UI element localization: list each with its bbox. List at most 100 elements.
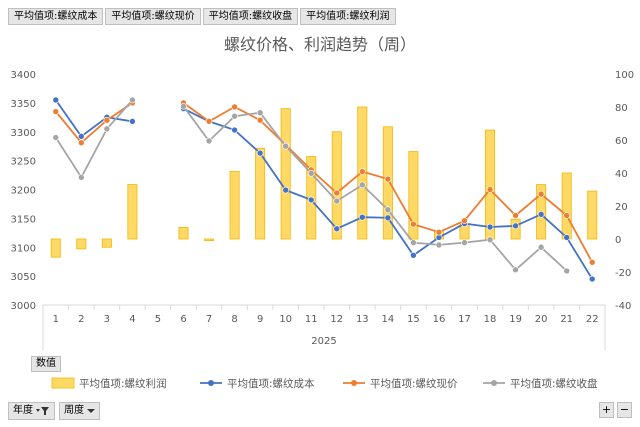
price-marker [563, 212, 570, 219]
y-right-tick-label: -40 [615, 301, 631, 312]
x-tick-label: 7 [206, 314, 212, 325]
x-tick-label: 1 [53, 314, 59, 325]
legend-marker-swatch [491, 380, 497, 386]
close-marker [333, 197, 341, 205]
x-tick-label: 8 [231, 314, 237, 325]
profit-bar [101, 238, 112, 248]
field-tab-close[interactable]: 平均值项:螺纹收盘 [202, 8, 299, 25]
x-tick-label: 19 [509, 314, 522, 325]
price-marker [333, 189, 341, 197]
cost-marker [512, 222, 519, 230]
week-field-button[interactable]: 周度 [59, 402, 100, 420]
y-left-tick-label: 3050 [11, 272, 36, 283]
x-tick-label: 11 [305, 314, 318, 325]
y-right-tick-label: 20 [615, 202, 628, 213]
cost-marker [231, 126, 238, 134]
chart-title: 螺纹价格、利润趋势（周） [224, 35, 416, 54]
price-marker [537, 190, 545, 198]
collapse-button[interactable]: − [617, 402, 632, 418]
x-tick-label: 12 [330, 314, 343, 325]
cost-marker [588, 275, 596, 283]
x-tick-label: 22 [586, 314, 599, 325]
x-tick-label: 17 [458, 314, 471, 325]
price-marker [435, 228, 443, 236]
price-marker [205, 118, 213, 125]
dropdown-icon[interactable] [87, 408, 95, 414]
price-marker [256, 116, 264, 124]
x-tick-label: 10 [279, 314, 292, 325]
x-tick-label: 13 [356, 314, 369, 325]
x-tick-label: 20 [535, 314, 548, 325]
y-right-tick-label: -20 [615, 268, 631, 279]
price-marker [103, 116, 111, 124]
y-right-tick-label: 80 [615, 103, 628, 114]
x-tick-label: 6 [180, 314, 186, 325]
close-marker [359, 181, 366, 189]
y-left-tick-label: 3250 [11, 157, 36, 168]
profit-bar [178, 227, 189, 240]
legend-profit-swatch [51, 377, 75, 389]
cost-marker [563, 234, 570, 241]
profit-bar [587, 190, 598, 240]
close-marker [563, 267, 570, 275]
y-right-tick-label: 60 [615, 136, 628, 147]
y-left-tick-label: 3200 [11, 186, 36, 197]
price-marker [231, 103, 238, 111]
close-marker [52, 134, 60, 141]
field-tab-cost[interactable]: 平均值项:螺纹成本 [8, 8, 104, 25]
cost-marker [129, 118, 136, 125]
price-marker [78, 139, 85, 147]
close-marker [129, 96, 136, 104]
profit-bar [485, 129, 496, 240]
values-field-button[interactable]: 数值 [31, 356, 61, 372]
cost-marker [537, 211, 545, 218]
year-field-button[interactable]: 年度 [8, 402, 55, 420]
y-right-tick-label: 100 [615, 70, 634, 81]
cost-marker [410, 252, 417, 259]
y-right-tick-label: 40 [615, 169, 628, 180]
close-marker [307, 170, 315, 177]
close-marker [78, 174, 85, 181]
profit-bar [382, 126, 393, 240]
close-marker [282, 142, 289, 150]
profit-bar [280, 108, 291, 240]
cost-marker [282, 186, 289, 194]
x-tick-label: 4 [129, 314, 135, 325]
legend-label: 平均值项:螺纹成本 [227, 377, 315, 390]
week-field-label: 周度 [64, 405, 84, 416]
close-marker [435, 241, 443, 249]
cost-marker [256, 149, 264, 157]
y-right-tick-label: 0 [615, 235, 621, 246]
close-marker [512, 266, 519, 274]
price-marker [410, 220, 417, 228]
legend-marker-swatch [351, 380, 357, 386]
y-left-tick-label: 3300 [11, 128, 36, 139]
x-tick-label: 2 [78, 314, 84, 325]
x-tick-label: 21 [560, 314, 573, 325]
y-left-tick-label: 3000 [11, 301, 36, 312]
filter-icon[interactable] [36, 406, 50, 416]
profit-bar [561, 172, 572, 240]
close-marker [537, 243, 545, 251]
price-marker [359, 168, 366, 175]
x-tick-label: 5 [155, 314, 161, 325]
cost-marker [384, 214, 392, 222]
close-marker [231, 112, 238, 120]
expand-button[interactable]: + [599, 402, 614, 418]
axis-field-controls: 年度 周度 [8, 402, 100, 420]
price-marker [384, 175, 392, 183]
x-tick-label: 18 [484, 314, 497, 325]
price-marker [486, 186, 494, 193]
field-tab-price[interactable]: 平均值项:螺纹现价 [105, 8, 201, 25]
year-field-label: 年度 [13, 405, 33, 416]
x-tick-label: 9 [257, 314, 263, 325]
cost-marker [359, 213, 366, 221]
field-tabs: 平均值项:螺纹成本 平均值项:螺纹现价 平均值项:螺纹收盘 平均值项:螺纹利润 [8, 8, 396, 25]
profit-bar [50, 238, 61, 258]
cost-marker [307, 196, 315, 204]
profit-bar [408, 151, 419, 240]
x-tick-label: 16 [433, 314, 446, 325]
field-tab-profit[interactable]: 平均值项:螺纹利润 [300, 8, 396, 25]
cost-marker [333, 225, 341, 233]
close-marker [384, 206, 392, 214]
